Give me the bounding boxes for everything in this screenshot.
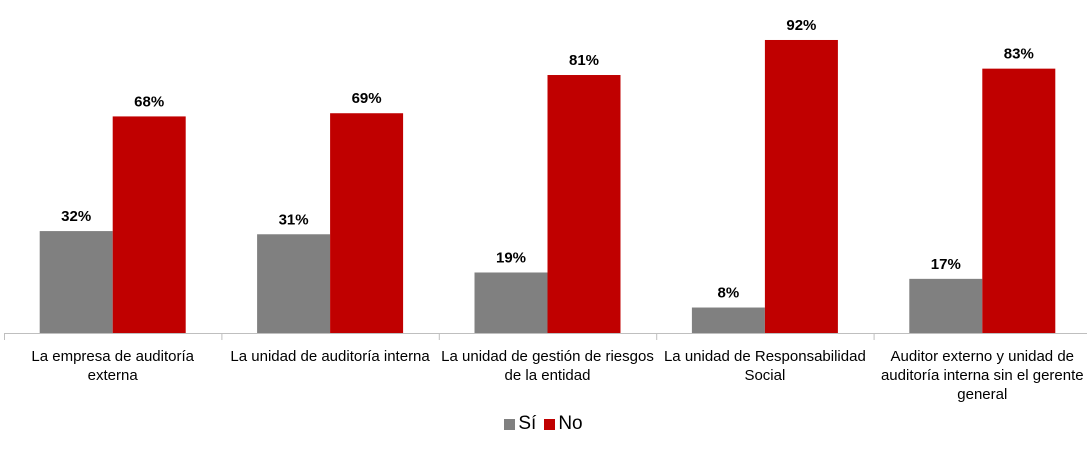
- legend-swatch: [544, 418, 556, 430]
- value-label: 32%: [61, 208, 91, 225]
- legend-label: No: [558, 413, 583, 434]
- bar: [39, 231, 113, 333]
- bar: [112, 116, 186, 333]
- value-label: 69%: [352, 90, 382, 107]
- bar: [909, 278, 983, 333]
- value-label: 81%: [569, 52, 599, 69]
- x-tick-label: La unidad de auditoría interna: [230, 348, 430, 365]
- x-tick-label: La unidad de Responsabilidad Social: [663, 348, 866, 384]
- value-label: 92%: [786, 17, 816, 34]
- legend-item: No: [544, 413, 583, 435]
- bar: [330, 113, 404, 333]
- value-label: 31%: [279, 211, 309, 228]
- value-label: 68%: [134, 93, 164, 110]
- bar: [691, 307, 765, 333]
- x-tick-label: La empresa de auditoría externa: [31, 348, 194, 384]
- value-label: 17%: [931, 256, 961, 273]
- legend: Sí No: [0, 413, 1087, 435]
- value-label: 83%: [1004, 46, 1034, 63]
- bar: [547, 75, 621, 333]
- bar: [764, 39, 838, 333]
- bar: [257, 234, 331, 333]
- bar: [474, 272, 548, 333]
- value-label: 19%: [496, 249, 526, 266]
- x-tick-label: La unidad de gestión de riesgos de la en…: [441, 348, 654, 384]
- legend-label: Sí: [518, 413, 537, 434]
- bar: [982, 68, 1056, 334]
- legend-item: Sí: [504, 413, 536, 435]
- value-label: 8%: [718, 285, 740, 302]
- x-tick-label: Auditor externo y unidad de auditoría in…: [880, 348, 1084, 403]
- legend-swatch: [504, 418, 516, 430]
